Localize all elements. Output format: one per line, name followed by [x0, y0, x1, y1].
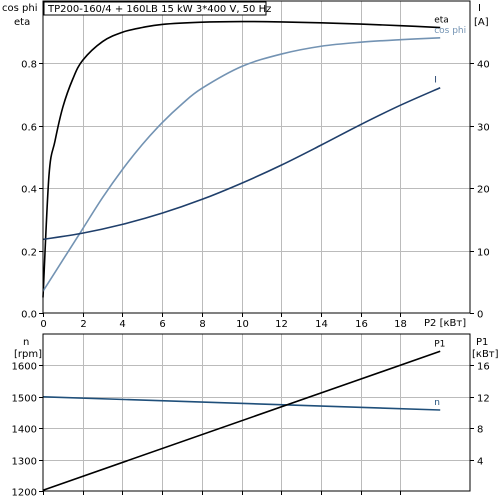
x-tick-label: 6 [159, 319, 165, 330]
top-right-axis-label-2: [A] [474, 17, 489, 28]
bottom-left-axis-label-1: n [23, 337, 29, 348]
top-right-axis-label-1: I [478, 3, 481, 14]
y-left-tick-label: 0.8 [21, 60, 37, 71]
y-right-tick-label: 12 [477, 394, 490, 405]
x-tick-label: 10 [236, 319, 249, 330]
x-tick-label: 2 [80, 319, 86, 330]
y-left-tick-label: 1300 [12, 457, 37, 468]
series-p1-line [42, 350, 441, 491]
bottom-gridlines [43, 334, 470, 491]
y-right-tick-label: 8 [477, 425, 483, 436]
bottom-right-axis-label-2: [кВт] [472, 349, 499, 360]
bottom-ticks: 1200 1300 1400 1500 1600 4 8 12 16 [12, 362, 490, 499]
top-left-axis-label-2: eta [14, 17, 30, 28]
x-tick-label: 12 [275, 319, 288, 330]
top-x-axis-label: P2 [кВт] [424, 318, 466, 329]
chart-title: TP200-160/4 + 160LB 15 kW 3*400 V, 50 Hz [47, 4, 271, 15]
bottom-panel: n P1 1200 1300 1400 1500 1600 4 8 12 16 n [rpm] P… [12, 333, 499, 499]
series-eta-label: eta [434, 16, 449, 26]
series-p1-label: P1 [434, 339, 445, 349]
y-left-tick-label: 1600 [12, 362, 37, 373]
series-n-label: n [434, 398, 440, 408]
bottom-series-group: n P1 [42, 339, 445, 491]
y-left-tick-label: 0.0 [21, 310, 37, 321]
top-plot-frame [42, 0, 471, 314]
top-gridlines [43, 1, 470, 313]
x-tick-label: 16 [355, 319, 368, 330]
x-tick-label: 4 [119, 319, 125, 330]
series-eta-line [42, 20, 441, 298]
y-right-tick-label: 16 [477, 362, 490, 373]
y-right-tick-label: 4 [477, 457, 483, 468]
y-right-tick-label: 20 [477, 185, 490, 196]
series-n-line [42, 396, 441, 411]
y-left-tick-label: 1500 [12, 394, 37, 405]
series-i-line [42, 87, 441, 241]
title-box [43, 1, 267, 16]
y-right-tick-label: 10 [477, 248, 490, 259]
y-right-tick-label: 30 [477, 123, 490, 134]
x-tick-label: 18 [394, 319, 407, 330]
y-right-tick-label: 0 [477, 310, 483, 321]
series-cos-phi-label: cos phi [434, 26, 466, 36]
y-left-tick-label: 1400 [12, 425, 37, 436]
series-i-label: I [434, 76, 437, 86]
top-ticks: 0 2 4 6 8 10 12 14 16 18 0.0 0.2 0.4 0.6 0.8 0 10 20 30 40 [21, 60, 490, 331]
y-left-tick-label: 1200 [12, 488, 37, 499]
series-cos-phi-line [42, 37, 441, 292]
bottom-left-axis-label-2: [rpm] [14, 349, 42, 360]
x-tick-label: 8 [199, 319, 205, 330]
y-left-tick-label: 0.2 [21, 248, 37, 259]
bottom-plot-frame [42, 333, 471, 492]
bottom-right-axis-label-1: P1 [476, 337, 488, 348]
x-tick-label: 14 [315, 319, 328, 330]
y-left-tick-label: 0.4 [21, 185, 37, 196]
y-right-tick-label: 40 [477, 60, 490, 71]
y-left-tick-label: 0.6 [21, 123, 37, 134]
x-tick-label: 0 [40, 319, 46, 330]
top-left-axis-label-1: cos phi [2, 3, 37, 14]
